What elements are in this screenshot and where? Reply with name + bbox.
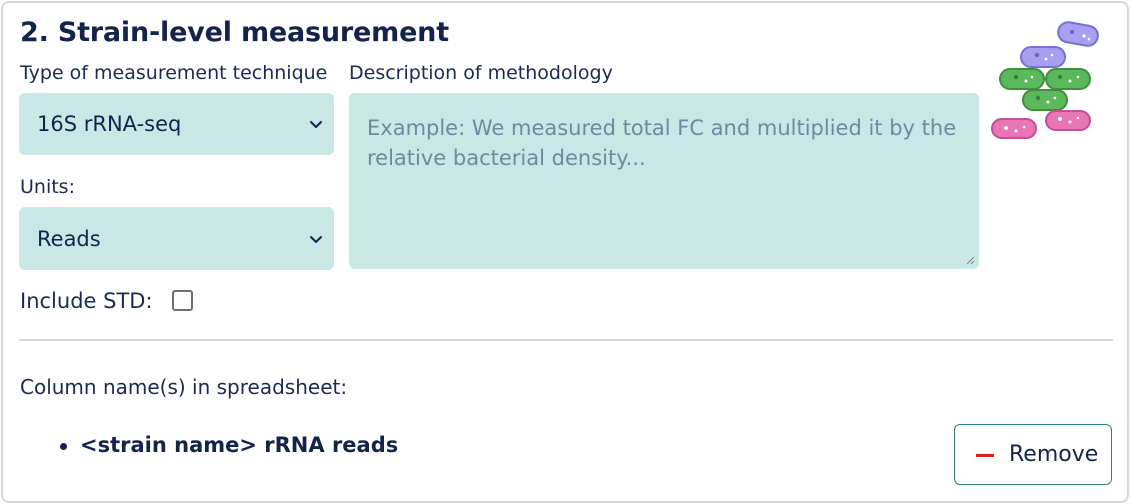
columns-label: Column name(s) in spreadsheet:	[20, 375, 348, 399]
technique-select[interactable]: 16S rRNA-seq	[19, 93, 334, 155]
chevron-down-icon	[310, 121, 322, 128]
chevron-down-icon	[310, 235, 322, 243]
methodology-label: Description of methodology	[349, 62, 613, 84]
remove-button[interactable]: Remove	[954, 424, 1112, 485]
section-divider	[19, 339, 1113, 341]
units-select[interactable]: Reads	[19, 207, 334, 270]
methodology-textarea[interactable]: Example: We measured total FC and multip…	[349, 93, 979, 269]
section-title: 2. Strain-level measurement	[20, 17, 449, 48]
resize-grip-icon[interactable]	[966, 256, 975, 265]
include-std-label: Include STD:	[20, 289, 153, 313]
list-bullet	[60, 443, 67, 450]
methodology-placeholder: Example: We measured total FC and multip…	[367, 116, 957, 170]
technique-select-value: 16S rRNA-seq	[37, 112, 182, 136]
remove-button-label: Remove	[1009, 442, 1099, 467]
bacteria-illustration	[991, 21, 1099, 139]
minus-icon	[976, 454, 994, 457]
units-select-value: Reads	[37, 226, 101, 251]
column-name-item: <strain name> rRNA reads	[80, 433, 399, 457]
units-label: Units:	[20, 176, 75, 198]
include-std-checkbox[interactable]	[172, 290, 193, 311]
technique-label: Type of measurement technique	[20, 62, 328, 84]
